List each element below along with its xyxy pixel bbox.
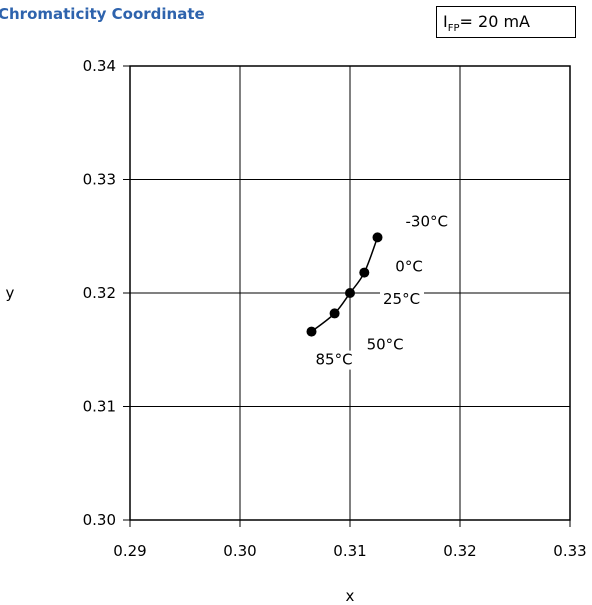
y-tick-label: 0.31 bbox=[83, 398, 116, 416]
condition-symbol: I bbox=[443, 12, 448, 31]
series-line bbox=[311, 237, 379, 333]
data-label-background bbox=[312, 350, 357, 370]
chart-title: Chromaticity Coordinate bbox=[0, 5, 205, 23]
x-tick-label: 0.32 bbox=[443, 542, 476, 560]
data-label-background bbox=[402, 212, 456, 232]
data-point bbox=[345, 288, 355, 298]
test-condition-box: IFP= 20 mA bbox=[436, 6, 576, 38]
data-label-background bbox=[380, 290, 424, 309]
data-label: 0°C bbox=[395, 258, 423, 276]
data-point bbox=[329, 308, 340, 319]
y-tick-label: 0.32 bbox=[83, 284, 116, 302]
data-label: 50°C bbox=[367, 335, 404, 353]
y-tick-label: 0.33 bbox=[83, 171, 116, 189]
x-tick-label: 0.31 bbox=[333, 542, 366, 560]
data-point bbox=[372, 232, 383, 243]
x-axis-label: x bbox=[346, 587, 355, 605]
data-label-background bbox=[392, 257, 427, 277]
data-label: -30°C bbox=[406, 212, 448, 230]
x-tick-label: 0.33 bbox=[553, 542, 586, 560]
x-tick-label: 0.29 bbox=[113, 542, 146, 560]
data-label: 85°C bbox=[316, 351, 353, 369]
y-tick-label: 0.30 bbox=[83, 511, 116, 529]
y-axis-label: y bbox=[6, 284, 15, 302]
data-label: 25°C bbox=[383, 290, 420, 308]
condition-value: = 20 mA bbox=[459, 12, 530, 31]
data-point bbox=[306, 326, 317, 337]
data-point bbox=[359, 267, 370, 278]
y-tick-label: 0.34 bbox=[83, 57, 116, 75]
condition-subscript: FP bbox=[447, 23, 460, 35]
data-label-background bbox=[363, 335, 408, 355]
x-tick-label: 0.30 bbox=[223, 542, 256, 560]
